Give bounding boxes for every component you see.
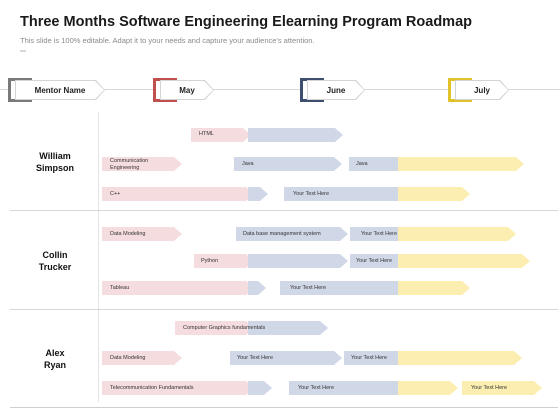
task-label: HTML bbox=[199, 131, 214, 137]
task-bar bbox=[102, 351, 182, 365]
task-bar bbox=[234, 157, 342, 171]
june-label: June bbox=[308, 81, 364, 99]
task-label: Your Text Here bbox=[361, 231, 398, 237]
task-label: Tableau bbox=[110, 285, 130, 291]
task-bar bbox=[102, 281, 254, 295]
task-label: Python bbox=[201, 258, 219, 264]
task-bar bbox=[248, 187, 268, 201]
task-bar bbox=[248, 281, 266, 295]
task-label: Computer Graphics fundamentals bbox=[183, 325, 266, 331]
task-bar bbox=[102, 187, 254, 201]
task-bar bbox=[350, 227, 398, 241]
task-label: Your Text Here bbox=[351, 355, 388, 361]
person-collin: Collin Trucker bbox=[20, 249, 90, 273]
person-name: Trucker bbox=[38, 262, 72, 272]
task-bar bbox=[191, 128, 251, 142]
task-label: Communication Engineering bbox=[110, 158, 148, 172]
july-label: July bbox=[456, 81, 508, 99]
person-name: Simpson bbox=[35, 163, 74, 173]
page-title: Three Months Software Engineering Elearn… bbox=[20, 14, 472, 30]
may-label: May bbox=[161, 81, 213, 99]
task-bar bbox=[194, 254, 254, 268]
task-label: Your Text Here bbox=[471, 385, 508, 391]
task-bar bbox=[102, 381, 254, 395]
task-bar bbox=[390, 157, 524, 171]
bottom-line bbox=[10, 407, 558, 408]
task-bar bbox=[248, 321, 328, 335]
task-label: Your Text Here bbox=[237, 355, 274, 361]
task-bar bbox=[390, 351, 522, 365]
person-name: William bbox=[39, 151, 71, 161]
task-bar bbox=[289, 381, 398, 395]
task-label: Telecommunication Fundamentals bbox=[110, 385, 194, 391]
task-bar bbox=[102, 227, 182, 241]
row-separator bbox=[10, 309, 558, 310]
task-bar bbox=[390, 381, 458, 395]
header-line bbox=[0, 89, 560, 90]
page-subtitle: This slide is 100% editable. Adapt it to… bbox=[20, 36, 315, 45]
task-bar bbox=[236, 227, 348, 241]
divider bbox=[20, 50, 26, 52]
person-alex: Alex Ryan bbox=[20, 347, 90, 371]
task-label: C++ bbox=[110, 191, 121, 197]
task-bar bbox=[230, 351, 342, 365]
grid-vertical-line bbox=[98, 112, 99, 402]
task-bar bbox=[248, 381, 272, 395]
task-label: Your Text Here bbox=[298, 385, 335, 391]
task-label: Your Text Here bbox=[293, 191, 330, 197]
task-label: Java bbox=[242, 161, 254, 167]
task-bar bbox=[175, 321, 254, 335]
task-label: Your Text Here bbox=[356, 258, 393, 264]
person-name: Alex bbox=[45, 348, 65, 358]
mentor-label: Mentor Name bbox=[16, 81, 104, 99]
task-bar bbox=[390, 281, 470, 295]
task-bar bbox=[390, 254, 530, 268]
task-label: Your Text Here bbox=[290, 285, 327, 291]
task-label: Data base management system bbox=[243, 231, 321, 237]
person-name: Ryan bbox=[43, 360, 66, 370]
task-bar bbox=[248, 254, 348, 268]
task-bar bbox=[390, 187, 470, 201]
task-bar bbox=[344, 351, 398, 365]
task-bar bbox=[390, 227, 516, 241]
person-william: William Simpson bbox=[20, 150, 90, 174]
task-bar bbox=[248, 128, 343, 142]
task-bar bbox=[284, 187, 398, 201]
task-label-line: Engineering bbox=[110, 165, 140, 171]
task-label: Data Modeling bbox=[110, 355, 146, 361]
task-label: Java bbox=[356, 161, 368, 167]
task-bar bbox=[462, 381, 542, 395]
row-separator bbox=[10, 210, 558, 211]
task-label: Data Modeling bbox=[110, 231, 146, 237]
task-bar bbox=[280, 281, 398, 295]
task-bar bbox=[349, 157, 398, 171]
person-name: Collin bbox=[42, 250, 68, 260]
task-label-line: Communication bbox=[110, 158, 149, 164]
task-bar bbox=[350, 254, 398, 268]
task-bar bbox=[102, 157, 182, 171]
